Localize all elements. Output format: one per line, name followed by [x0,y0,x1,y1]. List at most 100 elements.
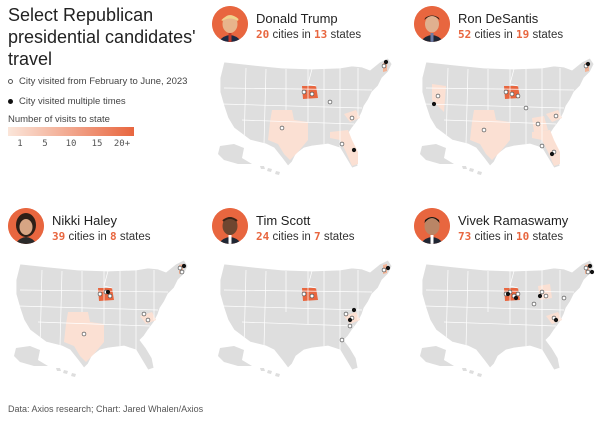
state-border [307,68,317,87]
city-dot [339,141,345,147]
city-dot [553,113,559,119]
hawaii-shape [462,166,482,175]
us-map [420,57,595,175]
legend-visited-label: City visited from February to June, 2023 [19,76,188,87]
candidate-panel-trump: Donald Trump 20 cities in 13 states [212,6,402,191]
city-dot [309,293,315,299]
city-dot [515,93,521,99]
alaska-shape [218,346,252,366]
state-border [509,270,519,289]
city-dot [583,265,589,271]
contiguous-us-shape [15,259,189,371]
city-dot-multiple [585,61,591,67]
cities-count: 73 [458,230,472,243]
cities-count: 39 [52,230,66,243]
us-map [420,259,595,377]
state-border [425,87,575,91]
avatar [8,208,44,244]
city-dot [539,289,545,295]
state-tx [64,312,104,362]
cities-count: 52 [458,28,472,41]
state-border [465,270,469,347]
city-dot [435,93,441,99]
city-dot-multiple [537,293,543,299]
scale-gradient [8,127,134,136]
candidate-name: Donald Trump [256,11,338,26]
state-fl [532,130,560,166]
city-dot-multiple [553,317,559,323]
city-dot [509,91,515,97]
state-border [445,67,449,147]
state-border [263,270,267,347]
city-dot [145,317,151,323]
cities-word: cities in [474,231,513,243]
state-border [307,270,317,289]
state-border [241,119,355,125]
state-border [243,269,247,349]
city-dot-multiple [351,147,357,153]
candidate-panel-haley: Nikki Haley 39 cities in 8 states [8,208,198,393]
city-dot [279,125,285,131]
alaska-shape [420,144,454,164]
avatar [414,6,450,42]
us-map [218,259,393,377]
candidate-stats: 73 cities in 10 states [458,230,563,243]
legend-multiple-label: City visited multiple times [19,96,126,107]
city-dot [343,311,349,317]
cities-word: cities in [272,231,311,243]
state-border [509,68,519,87]
state-border [37,321,151,327]
avatar [414,208,450,244]
state-border [221,103,363,109]
scale-tick: 1 [17,139,23,149]
scale-title: Number of visits to state [8,114,110,125]
city-dot [107,293,113,299]
state-border [423,305,565,311]
cities-count: 20 [256,28,270,41]
scale-tick: 20+ [113,139,131,149]
city-dot-multiple [589,269,595,275]
city-dot [97,291,103,297]
city-dot-multiple [105,289,111,295]
hawaii-shape [56,368,76,377]
city-dot [503,89,509,95]
city-dot [539,143,545,149]
city-dot [523,105,529,111]
city-dot [535,121,541,127]
states-count: 7 [314,230,321,243]
cities-count: 24 [256,230,270,243]
city-dot [543,293,549,299]
cities-word: cities in [272,29,311,41]
city-dot [339,337,345,343]
candidate-panel-scott: Tim Scott 24 cities in 7 states [212,208,402,393]
city-dot [177,265,183,271]
city-dot-multiple [181,263,187,269]
source-note: Data: Axios research; Chart: Jared Whale… [8,404,204,414]
city-dot [301,291,307,297]
state-border [465,68,469,145]
states-count: 10 [516,230,530,243]
state-fl [330,130,358,166]
city-dot [309,91,315,97]
candidate-name: Ron DeSantis [458,11,539,26]
candidate-name: Nikki Haley [52,213,118,228]
state-border [103,270,113,289]
state-border [263,68,267,145]
state-border [243,67,247,147]
states-word: states [119,231,151,243]
city-dot-multiple [513,295,519,301]
contiguous-us-shape [421,259,595,371]
state-border [223,289,373,293]
state-border [423,103,565,109]
us-map [14,259,189,377]
state-border [425,289,575,293]
city-dot-multiple [347,317,353,323]
state-border [445,269,449,349]
avatar [212,6,248,42]
alaska-shape [218,144,252,164]
alaska-shape [14,346,48,366]
states-word: states [330,29,362,41]
scale-tick: 5 [42,139,48,149]
city-dot [381,63,387,69]
legend-visited: City visited from February to June, 2023 [8,76,187,87]
